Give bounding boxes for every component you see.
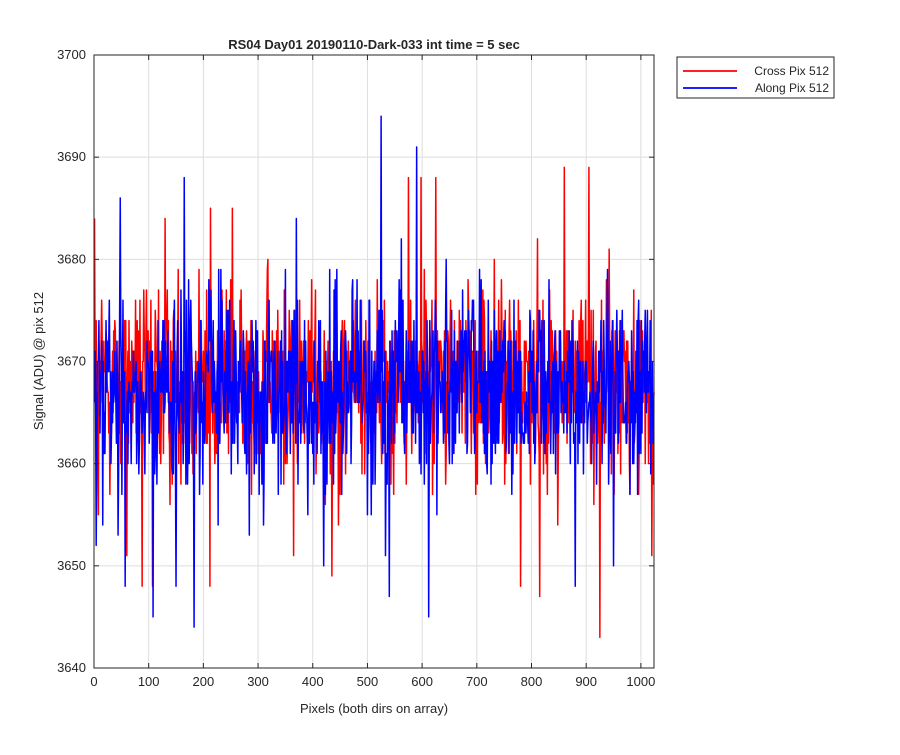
x-tick-label: 700 [466, 674, 488, 689]
x-axis-label: Pixels (both dirs on array) [300, 701, 448, 716]
series-line-along-pix-512 [93, 115, 655, 628]
legend-label: Along Pix 512 [755, 81, 829, 95]
legend-box [676, 56, 835, 99]
y-tick-label: 3690 [57, 149, 86, 164]
x-tick-label: 400 [302, 674, 324, 689]
x-tick-label: 100 [138, 674, 160, 689]
y-axis-label: Signal (ADU) @ pix 512 [31, 292, 46, 430]
x-tick-label: 900 [575, 674, 597, 689]
y-tick-label: 3680 [57, 251, 86, 266]
x-tick-label: 0 [90, 674, 97, 689]
legend: Cross Pix 512 Along Pix 512 [676, 56, 835, 99]
x-tick-label: 200 [193, 674, 215, 689]
y-tick-label: 3660 [57, 456, 86, 471]
chart-title: RS04 Day01 20190110-Dark-033 int time = … [228, 37, 520, 52]
x-tick-label: 1000 [626, 674, 655, 689]
x-tick-label: 600 [411, 674, 433, 689]
axis-ticks: 0 100 200 300 400 500 600 700 800 900 1000 3640 3650… [57, 47, 655, 689]
y-tick-label: 3700 [57, 47, 86, 62]
series-lines [93, 115, 655, 639]
x-tick-label: 800 [521, 674, 543, 689]
legend-label: Cross Pix 512 [754, 64, 829, 78]
x-tick-label: 500 [357, 674, 379, 689]
y-tick-label: 3670 [57, 354, 86, 369]
y-tick-label: 3650 [57, 558, 86, 573]
x-tick-label: 300 [247, 674, 269, 689]
y-tick-label: 3640 [57, 660, 86, 675]
